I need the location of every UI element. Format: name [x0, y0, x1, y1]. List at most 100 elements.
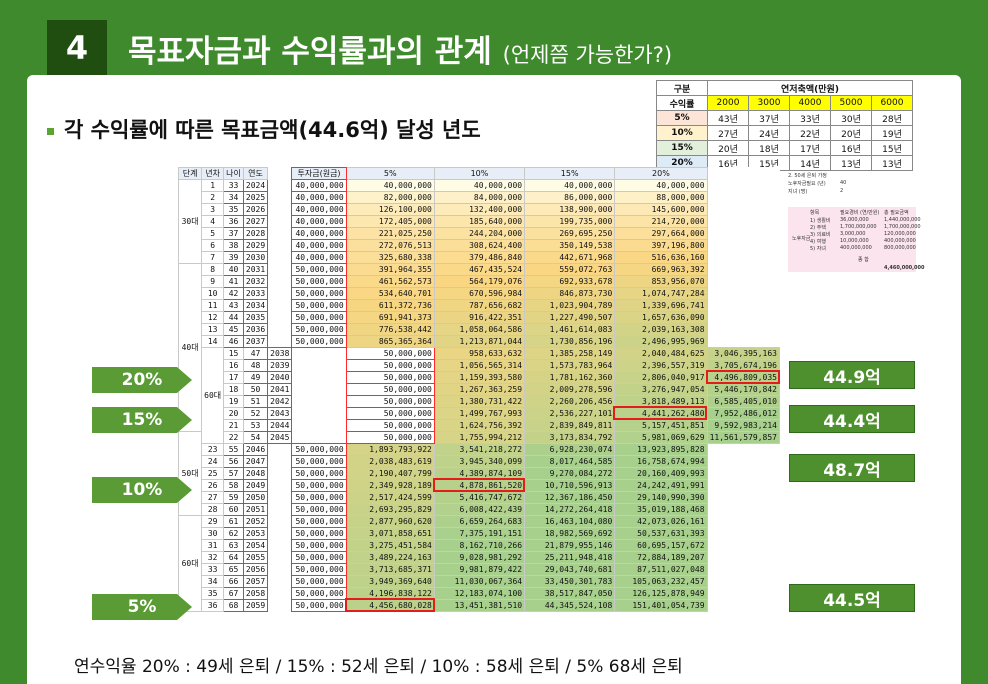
age-cell: 36	[223, 215, 244, 228]
mini-sheet-text: 5) 자녀	[810, 246, 826, 252]
table-row: 14 46 2037 50,000,000 865,365,364 1,213,871,0…	[179, 335, 780, 348]
value-cell: 145,600,000	[614, 203, 708, 216]
column-header: 20%	[614, 167, 708, 180]
value-cell: 126,125,878,949	[614, 587, 708, 600]
bullet-square-icon	[47, 127, 54, 135]
value-cell: 559,072,763	[524, 263, 616, 276]
summary-amount: 6000	[871, 95, 913, 111]
value-cell: 9,028,981,292	[433, 551, 526, 564]
value-cell: 16,758,674,994	[614, 455, 708, 468]
value-cell: 1,023,904,789	[524, 299, 616, 312]
year-cell: 2042	[267, 395, 293, 408]
mini-sheet-text: 400,000,000	[840, 245, 872, 251]
table-row: 10 42 2033 50,000,000 534,640,701 670,596,984…	[179, 287, 780, 300]
value-cell: 1,781,162,360	[524, 371, 616, 384]
year-cell: 2058	[242, 587, 269, 600]
value-cell: 2,040,484,625	[614, 347, 708, 360]
year-index-cell: 21	[223, 419, 244, 432]
value-cell: 132,400,000	[433, 203, 526, 216]
summary-amount: 3000	[748, 95, 790, 111]
table-row: 16 48 2039 50,000,000 1,056,565,314 1,573,783…	[179, 359, 781, 372]
mini-sheet-text: 3,000,000	[840, 231, 866, 237]
rate-label-10: 10%	[92, 477, 192, 503]
gap-cell	[292, 420, 346, 432]
table-row: 21 53 2044 50,000,000 1,624,756,392 2,839,849…	[179, 419, 781, 432]
mini-sheet-text: 36,000,000	[840, 217, 869, 223]
page-title: 목표자금과 수익률과의 관계 (언제쯤 가능한가?)	[128, 26, 672, 71]
value-cell: 2,349,928,189	[345, 479, 435, 492]
age-cell: 35	[223, 203, 244, 216]
value-cell: 297,664,000	[614, 227, 708, 240]
value-cell: 6,659,264,683	[433, 515, 526, 528]
value-cell: 221,025,250	[345, 227, 435, 240]
mini-sheet-text: 4,460,000,000	[884, 265, 925, 271]
gap-cell	[268, 192, 292, 204]
value-cell: 5,981,069,629	[614, 431, 708, 444]
mini-pink-area	[788, 207, 916, 272]
table-row: 11 43 2034 50,000,000 611,372,736 787,656,682…	[179, 299, 780, 312]
age-cell: 68	[223, 599, 244, 612]
age-cell: 51	[242, 395, 269, 408]
principal-cell: 40,000,000	[291, 251, 347, 264]
value-cell: 467,435,524	[433, 263, 526, 276]
value-cell: 3,173,834,792	[524, 431, 616, 444]
table-row: 3 35 2026 40,000,000 126,100,000 132,400,000 1…	[179, 203, 780, 216]
year-index-cell: 16	[223, 359, 244, 372]
value-cell: 12,367,186,450	[524, 491, 616, 504]
gap-cell	[268, 228, 292, 240]
principal-cell: 50,000,000	[291, 575, 347, 588]
value-cell: 2,806,040,917	[614, 371, 708, 384]
mini-sheet-text: 총 필요금액	[884, 210, 909, 216]
value-cell: 20,160,409,993	[614, 467, 708, 480]
value-cell: 2,839,849,811	[524, 419, 616, 432]
column-header	[268, 168, 292, 180]
year-index-cell: 34	[201, 575, 225, 588]
value-cell: 3,489,224,163	[345, 551, 435, 564]
year-cell: 2034	[242, 299, 269, 312]
gap-cell	[268, 324, 292, 336]
age-cell: 39	[223, 251, 244, 264]
summary-cell: 33년	[789, 110, 831, 126]
mini-sheet-text: 노후자금	[792, 236, 811, 242]
year-cell: 2057	[242, 575, 269, 588]
mini-sheet-text: 항목	[810, 210, 820, 216]
principal-cell: 50,000,000	[291, 323, 347, 336]
year-index-cell: 4	[201, 215, 225, 228]
year-index-cell: 14	[201, 335, 225, 348]
value-cell: 1,893,793,922	[345, 443, 435, 456]
year-index-cell: 31	[201, 539, 225, 552]
highlight-frame	[706, 370, 780, 384]
principal-cell: 50,000,000	[345, 419, 435, 432]
gap-cell	[268, 252, 292, 264]
year-cell: 2038	[267, 347, 293, 360]
year-cell: 2055	[242, 551, 269, 564]
value-cell: 25,211,948,418	[524, 551, 616, 564]
value-cell: 3,275,451,584	[345, 539, 435, 552]
rate-label-15: 15%	[92, 407, 192, 433]
value-cell: 516,636,160	[614, 251, 708, 264]
year-cell: 2051	[242, 503, 269, 516]
header-bar	[0, 0, 988, 75]
year-index-cell: 25	[201, 467, 225, 480]
principal-cell: 50,000,000	[291, 491, 347, 504]
value-cell: 2,260,206,456	[524, 395, 616, 408]
value-cell: 1,227,490,507	[524, 311, 616, 324]
value-cell: 126,100,000	[345, 203, 435, 216]
year-cell: 2032	[242, 275, 269, 288]
value-cell: 1,159,393,580	[433, 371, 526, 384]
value-cell: 3,949,369,640	[345, 575, 435, 588]
year-index-cell: 28	[201, 503, 225, 516]
gap-cell	[268, 336, 292, 348]
mini-sheet-text: 1,440,000,000	[884, 217, 921, 223]
year-cell: 2054	[242, 539, 269, 552]
mini-sheet-text: 400,000,000	[884, 238, 916, 244]
mini-sheet-text: 800,000,000	[884, 245, 916, 251]
result-box-2: 44.4억	[789, 405, 915, 433]
value-cell: 21,879,955,146	[524, 539, 616, 552]
year-index-cell: 23	[201, 443, 225, 456]
gap-cell	[268, 468, 292, 480]
year-index-cell: 27	[201, 491, 225, 504]
gap-cell	[268, 564, 292, 576]
value-cell: 13,923,895,828	[614, 443, 708, 456]
rate-label-5: 5%	[92, 594, 192, 620]
